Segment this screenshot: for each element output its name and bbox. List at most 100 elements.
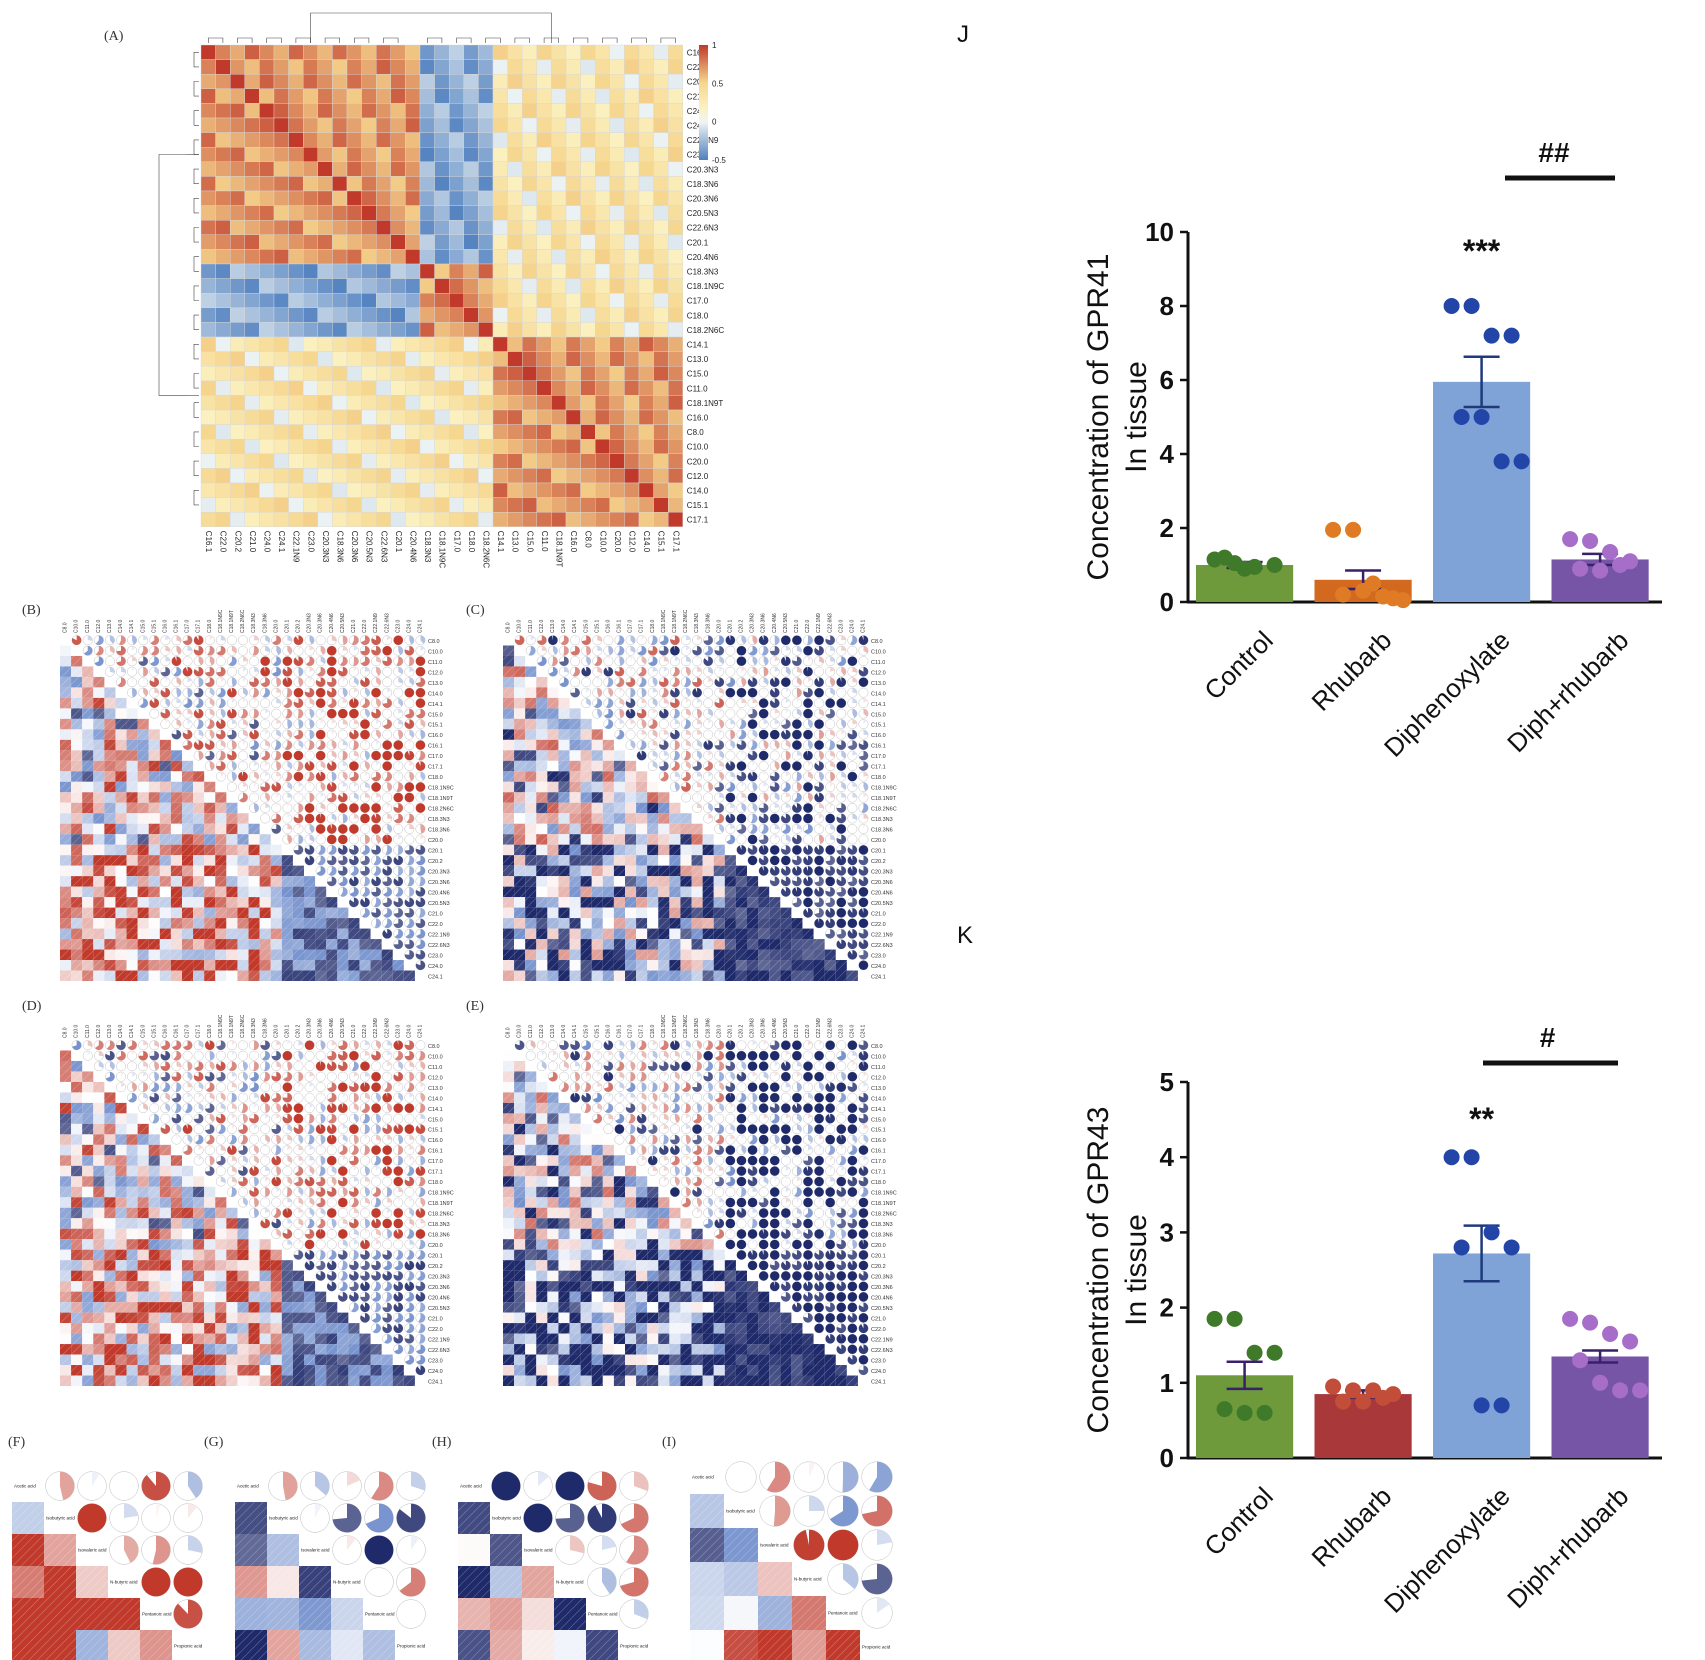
heatmap-cell: [405, 381, 420, 396]
correlation-pie: [781, 709, 790, 718]
heatmap-cell: [537, 74, 552, 89]
correlation-cell-hatch: [536, 740, 547, 750]
correlation-cell-hatch: [60, 950, 71, 960]
correlation-pie-slice: [194, 709, 203, 718]
heatmap-cell: [537, 45, 552, 60]
heatmap-cell: [639, 279, 654, 294]
heatmap-cell: [668, 337, 683, 352]
heatmap-cell: [464, 220, 479, 235]
correlation-cell-hatch: [249, 866, 260, 876]
correlation-cell-hatch: [636, 866, 647, 876]
heatmap-cell: [245, 249, 260, 264]
heatmap-cell: [332, 220, 347, 235]
correlation-cell-hatch: [503, 834, 514, 844]
correlation-cell-hatch: [271, 960, 282, 970]
heatmap-cell: [537, 498, 552, 513]
correlation-cell-hatch: [171, 803, 182, 813]
correlation-cell-hatch: [60, 761, 71, 771]
correlation-pie-slice: [730, 730, 735, 739]
heatmap-cell: [318, 308, 333, 323]
correlation-pie-slice: [719, 793, 724, 798]
correlation-pie-slice: [759, 636, 768, 645]
correlation-pie-slice: [327, 709, 336, 718]
correlation-cell-hatch: [71, 656, 82, 666]
row-label: C14.1: [428, 702, 443, 708]
correlation-cell-hatch: [304, 960, 315, 970]
correlation-cell-hatch: [503, 771, 514, 781]
heatmap-cell: [362, 220, 377, 235]
correlation-cell-hatch: [625, 866, 636, 876]
column-label: C20.0: [273, 619, 279, 633]
column-label: C13.0: [550, 619, 556, 633]
heatmap-cell: [259, 425, 274, 440]
correlation-cell-hatch: [104, 824, 115, 834]
heatmap-cell: [318, 162, 333, 177]
correlation-cell-hatch: [226, 813, 237, 823]
correlation-pie-slice: [859, 677, 868, 686]
heatmap-cell: [391, 147, 406, 162]
heatmap-cell: [654, 395, 669, 410]
correlation-pie-slice: [243, 656, 248, 661]
correlation-pie-slice: [841, 636, 846, 641]
correlation-cell-hatch: [282, 918, 293, 928]
heatmap-cell: [551, 410, 566, 425]
correlation-pie-slice: [398, 866, 403, 875]
correlation-cell-hatch: [60, 687, 71, 697]
correlation-cell-hatch: [558, 792, 569, 802]
heatmap-cell: [551, 264, 566, 279]
heatmap-cell: [420, 74, 435, 89]
heatmap-cell: [216, 293, 231, 308]
heatmap-cell: [303, 425, 318, 440]
correlation-cell-hatch: [93, 876, 104, 886]
correlation-cell-hatch: [514, 876, 525, 886]
heatmap-cell: [449, 133, 464, 148]
heatmap-cell: [566, 118, 581, 133]
correlation-cell-hatch: [127, 708, 138, 718]
correlation-pie-slice: [88, 636, 93, 641]
correlation-pie-slice: [837, 698, 846, 707]
heatmap-cell: [245, 133, 260, 148]
heatmap-cell: [668, 89, 683, 104]
heatmap-cell: [420, 133, 435, 148]
correlation-cell-hatch: [603, 761, 614, 771]
heatmap-cell: [624, 176, 639, 191]
correlation-cell-hatch: [60, 908, 71, 918]
heatmap-cell: [581, 308, 596, 323]
heatmap-cell: [581, 454, 596, 469]
correlation-cell-hatch: [725, 855, 736, 865]
correlation-cell-hatch: [503, 708, 514, 718]
correlation-cell-hatch: [581, 740, 592, 750]
heatmap-cell: [405, 498, 420, 513]
heatmap-cell: [391, 45, 406, 60]
correlation-cell-hatch: [115, 960, 126, 970]
heatmap-cell: [493, 118, 508, 133]
heatmap-cell: [332, 133, 347, 148]
heatmap-cell: [420, 425, 435, 440]
heatmap-cell: [551, 454, 566, 469]
correlation-cell-hatch: [71, 698, 82, 708]
heatmap-cell: [347, 512, 362, 527]
correlation-pie-slice: [343, 646, 348, 651]
heatmap-cell: [478, 322, 493, 337]
heatmap-cell: [201, 381, 216, 396]
correlation-pie-slice: [775, 824, 780, 829]
heatmap-cell: [654, 293, 669, 308]
heatmap-cell: [274, 410, 289, 425]
heatmap-cell: [376, 337, 391, 352]
heatmap-cell: [376, 206, 391, 221]
heatmap-cell: [347, 483, 362, 498]
col-label: C24.0: [263, 531, 272, 553]
heatmap-cell: [347, 220, 362, 235]
heatmap-cell: [435, 220, 450, 235]
heatmap-cell: [449, 352, 464, 367]
heatmap-cell: [216, 191, 231, 206]
heatmap-cell: [595, 103, 610, 118]
correlation-cell-hatch: [260, 855, 271, 865]
dendrogram-branch: [194, 257, 199, 272]
heatmap-cell: [639, 308, 654, 323]
heatmap-cell: [245, 410, 260, 425]
heatmap-cell: [435, 249, 450, 264]
correlation-pie-slice: [283, 677, 292, 686]
correlation-cell-hatch: [149, 834, 160, 844]
heatmap-cell: [303, 279, 318, 294]
